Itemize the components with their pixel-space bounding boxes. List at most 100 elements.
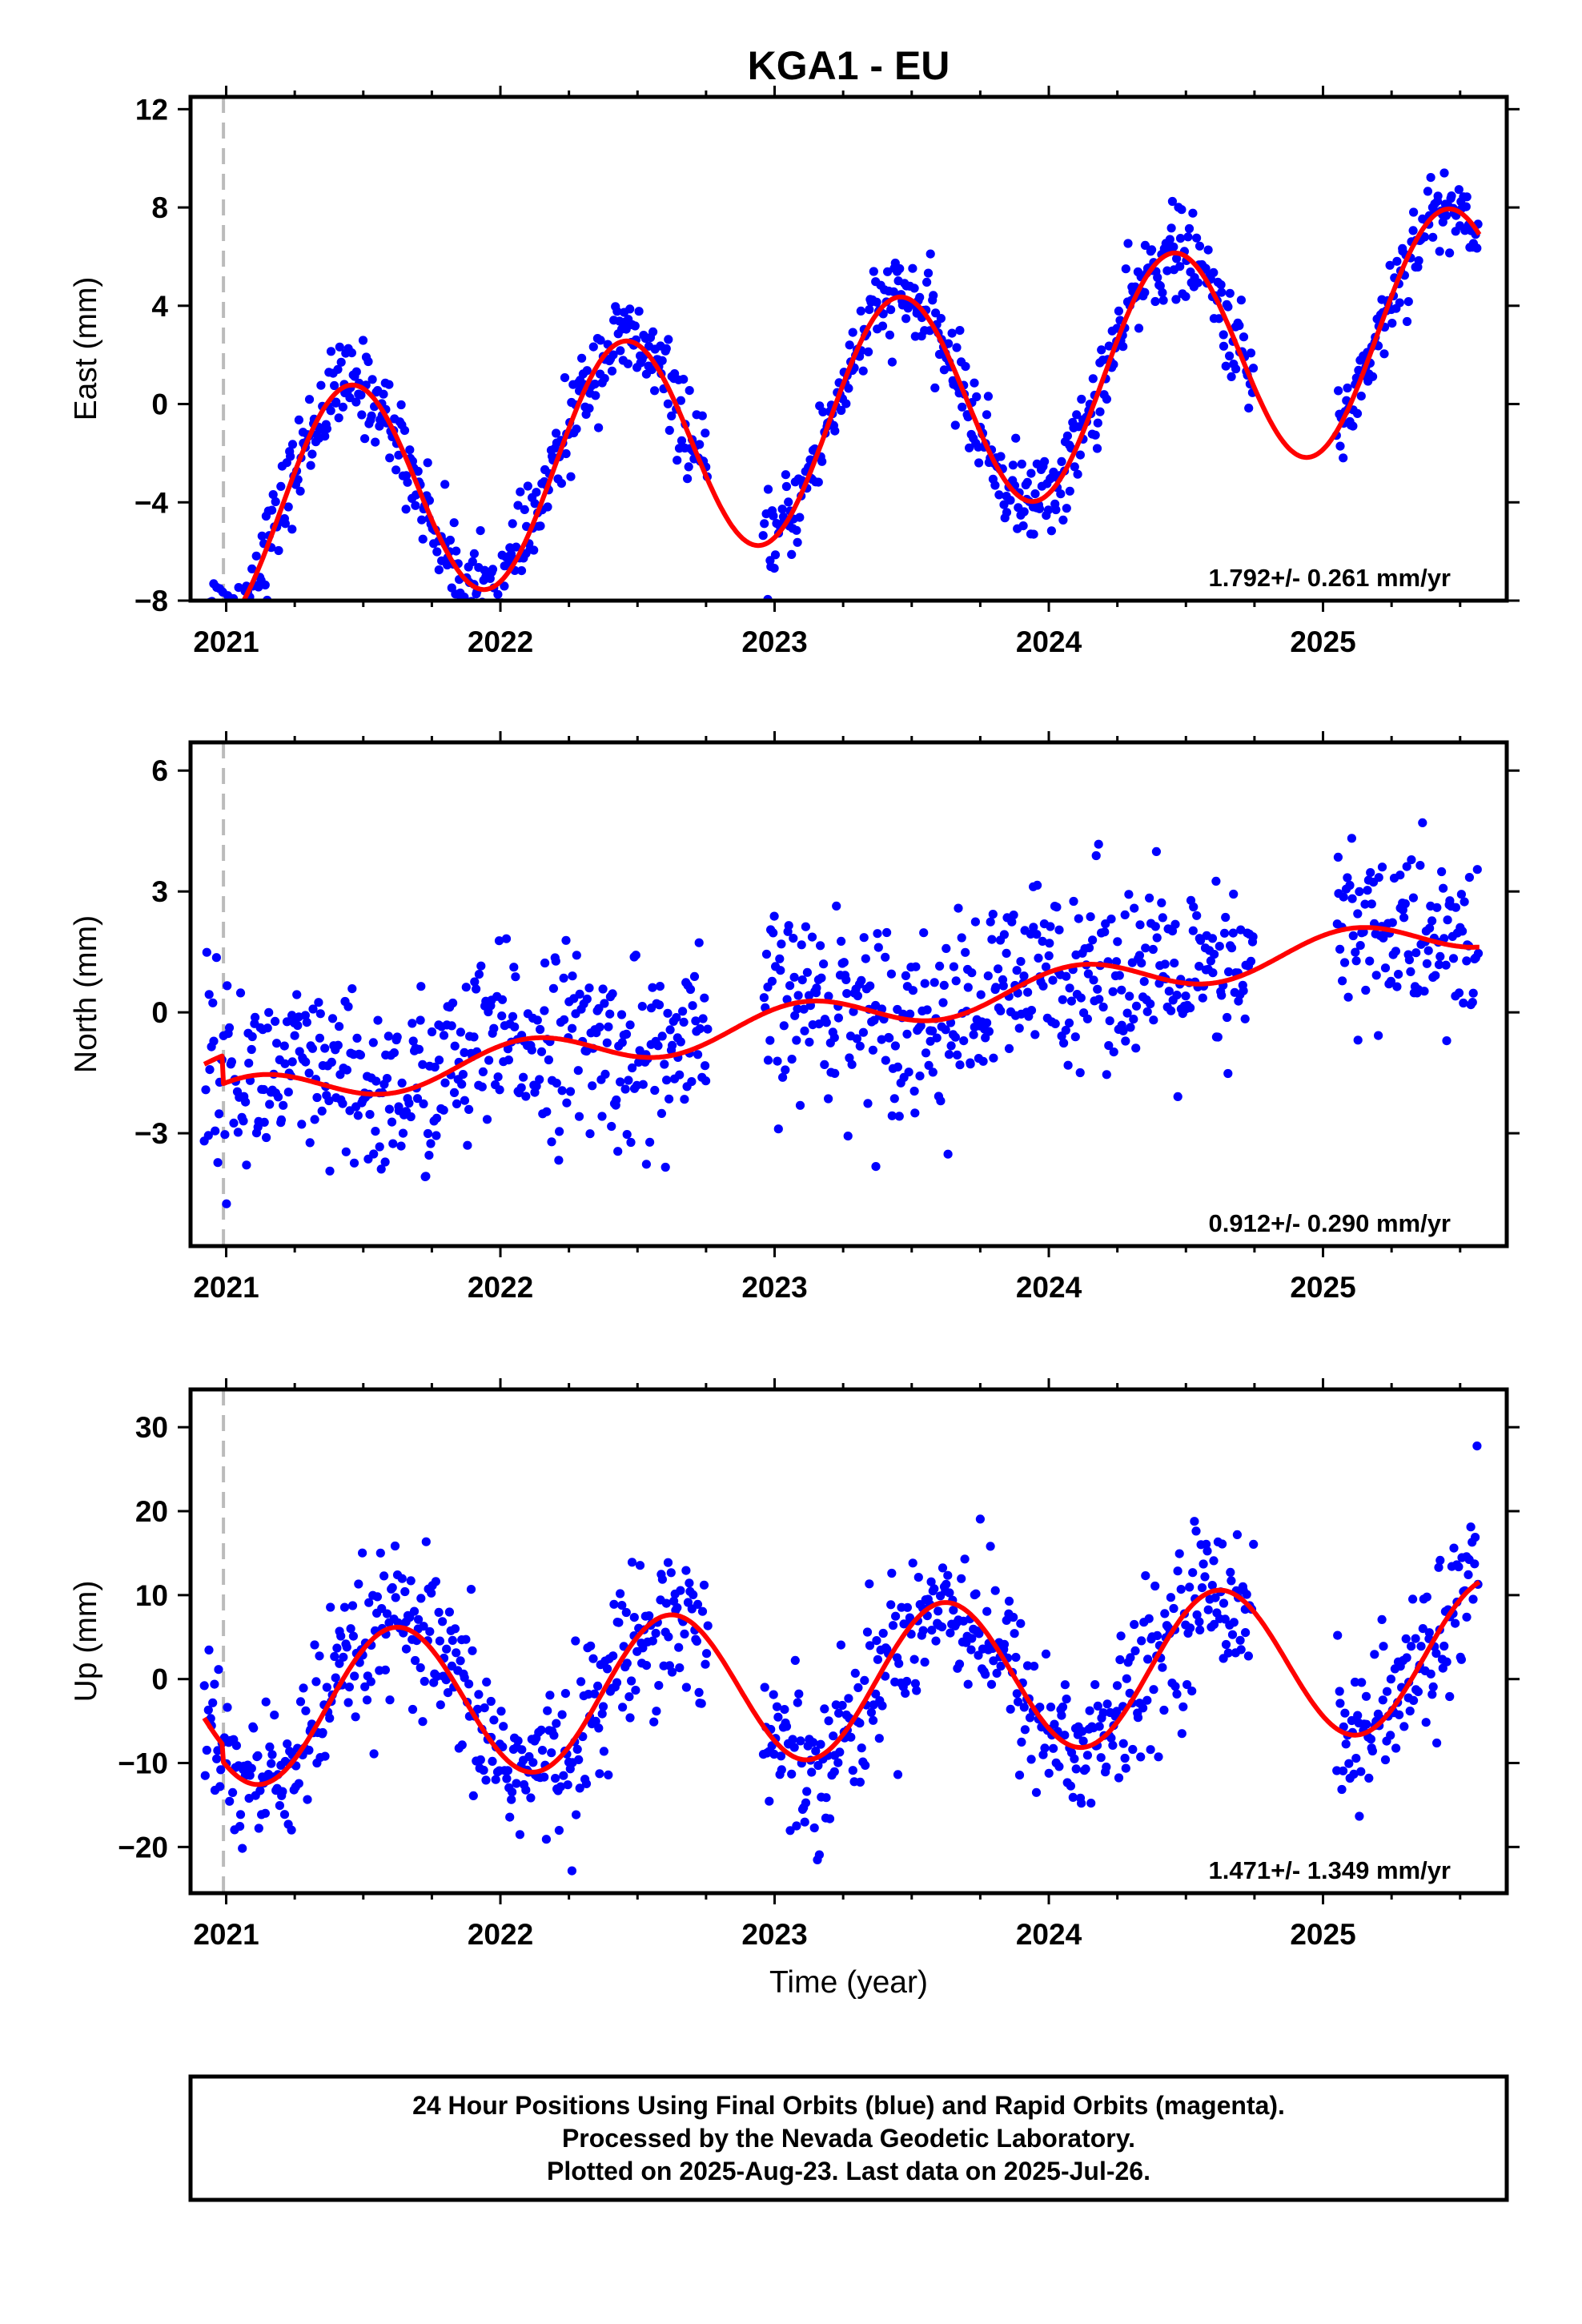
data-point — [1040, 456, 1050, 466]
data-point — [494, 936, 504, 946]
data-point — [631, 1686, 640, 1695]
data-point — [1158, 913, 1167, 923]
data-point — [316, 380, 326, 390]
data-point — [332, 1643, 342, 1653]
data-point — [274, 545, 283, 556]
data-point — [202, 616, 211, 625]
data-point — [981, 1670, 990, 1679]
data-point — [201, 1085, 211, 1095]
data-point — [463, 1140, 472, 1150]
data-point — [1050, 1719, 1059, 1729]
data-point — [537, 1746, 548, 1755]
data-point — [967, 1634, 977, 1643]
data-point — [508, 519, 517, 529]
data-point — [300, 1011, 310, 1020]
data-point — [833, 1758, 843, 1767]
data-point — [432, 1131, 441, 1140]
data-point — [959, 1036, 969, 1046]
data-point — [1195, 962, 1204, 971]
data-point — [1014, 1771, 1025, 1780]
data-point — [549, 1731, 559, 1740]
data-point — [1130, 1619, 1139, 1630]
data-point — [1093, 418, 1102, 428]
data-point — [1458, 927, 1468, 936]
data-point — [654, 1000, 665, 1010]
data-point — [918, 1626, 928, 1635]
data-point — [793, 1698, 802, 1707]
data-point — [795, 513, 805, 522]
data-point — [769, 911, 779, 921]
data-point — [813, 1760, 823, 1771]
data-point — [627, 1558, 637, 1567]
data-point — [674, 1642, 684, 1652]
data-point — [1029, 529, 1038, 539]
data-point — [418, 1717, 428, 1727]
data-point — [249, 612, 258, 621]
data-point — [358, 1548, 367, 1558]
data-point — [311, 1677, 321, 1687]
data-point — [408, 1704, 418, 1715]
data-point — [949, 1606, 958, 1615]
data-point — [760, 519, 769, 529]
data-point — [290, 1031, 299, 1040]
data-point — [1177, 205, 1186, 215]
data-point — [1181, 292, 1191, 301]
data-point — [511, 972, 520, 982]
data-point — [886, 305, 896, 315]
data-point — [557, 1086, 567, 1096]
data-point — [552, 428, 561, 438]
data-point — [1086, 1799, 1096, 1808]
data-point — [573, 1066, 583, 1076]
data-point — [769, 928, 778, 938]
data-point — [1243, 1651, 1253, 1661]
data-point — [1219, 928, 1230, 938]
data-point — [421, 1172, 431, 1181]
data-point — [887, 357, 897, 367]
data-point — [609, 1599, 619, 1609]
data-point — [657, 1574, 668, 1584]
y-tick-label: −3 — [135, 1117, 168, 1150]
footer-line-3: Plotted on 2025-Aug-23. Last data on 202… — [547, 2157, 1150, 2185]
data-point — [1009, 911, 1018, 920]
data-point — [645, 1137, 655, 1147]
data-point — [295, 1697, 306, 1707]
footer-line-2: Processed by the Nevada Geodetic Laborat… — [562, 2124, 1135, 2153]
data-point — [837, 1700, 847, 1711]
data-point — [353, 1111, 363, 1120]
data-point — [424, 1151, 434, 1160]
data-point — [1019, 1703, 1029, 1712]
data-point — [1242, 1590, 1251, 1599]
data-point — [543, 502, 552, 512]
data-point — [1462, 192, 1472, 202]
data-point — [572, 424, 581, 434]
data-point — [954, 1659, 965, 1669]
data-point — [468, 1646, 477, 1655]
data-point — [616, 1589, 625, 1598]
data-point — [666, 1568, 676, 1578]
data-point — [784, 921, 793, 931]
data-point — [547, 1137, 556, 1147]
data-point — [819, 959, 829, 969]
data-point — [1449, 1543, 1459, 1553]
data-point — [675, 1070, 685, 1080]
x-tick-label: 2022 — [468, 1271, 533, 1304]
data-point — [1134, 324, 1144, 333]
data-point — [1227, 1576, 1236, 1586]
data-point — [839, 958, 849, 967]
data-point — [919, 928, 929, 938]
data-point — [799, 1004, 809, 1014]
data-point — [406, 1112, 416, 1122]
data-point — [411, 1655, 420, 1666]
data-point — [1041, 1649, 1051, 1659]
data-point — [691, 1016, 701, 1026]
data-point — [1068, 1792, 1078, 1802]
data-point — [286, 452, 295, 461]
data-point — [560, 1689, 571, 1699]
data-point — [526, 1793, 536, 1803]
data-point — [661, 344, 671, 353]
data-point — [1094, 1722, 1104, 1731]
data-point — [1125, 1688, 1134, 1698]
data-point — [885, 330, 894, 340]
data-point — [1344, 1759, 1354, 1768]
data-point — [961, 947, 970, 957]
